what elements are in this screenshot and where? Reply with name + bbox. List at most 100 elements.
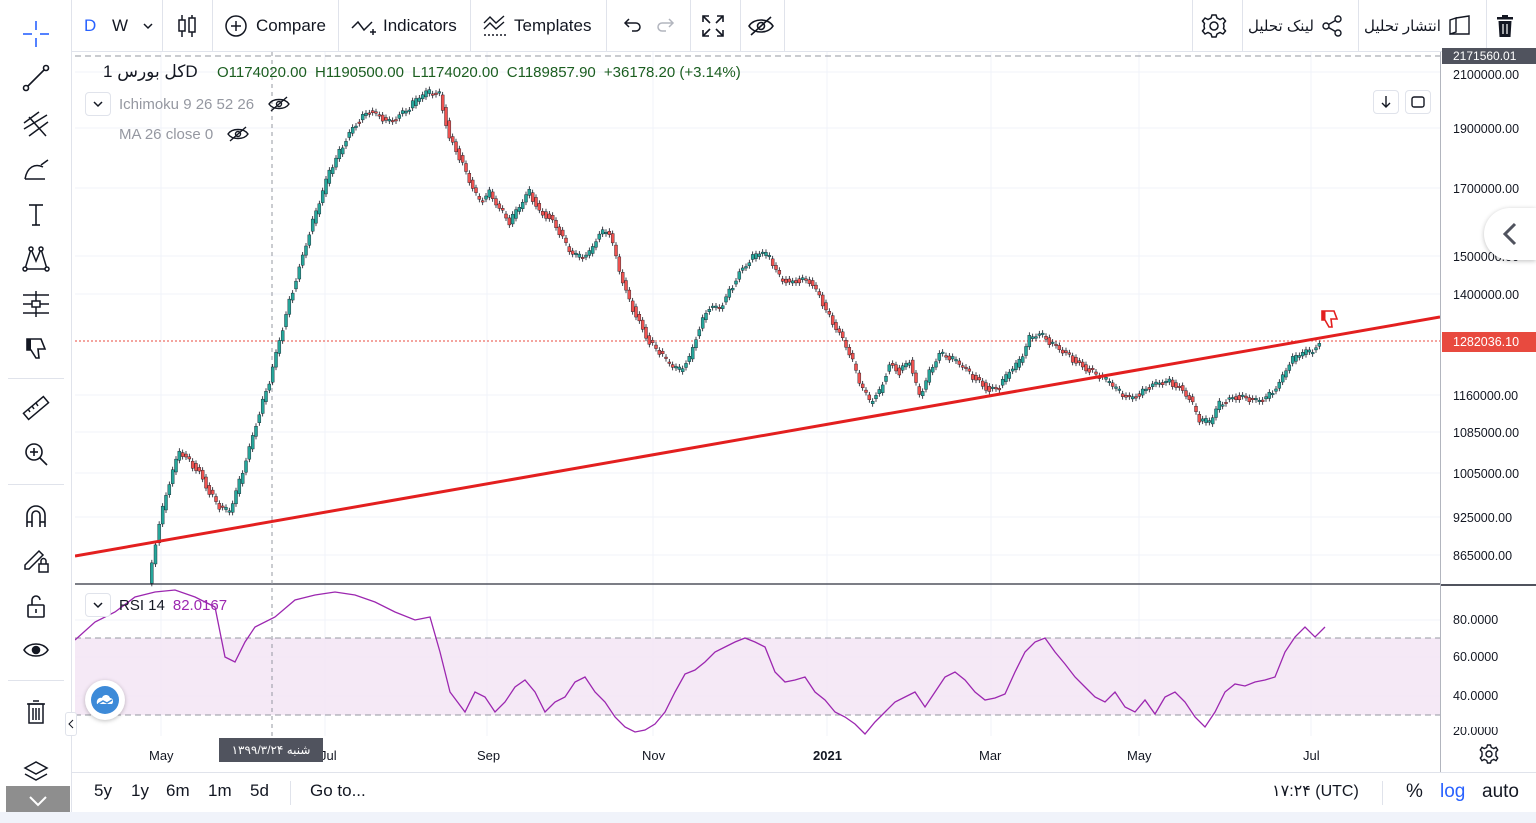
candle-body — [1057, 345, 1062, 350]
candle-body — [437, 91, 442, 94]
price-label: 1400000.00 — [1453, 288, 1520, 302]
collapse-toolbar-button[interactable] — [6, 786, 70, 816]
ruler-icon[interactable] — [14, 388, 58, 428]
time-axis[interactable]: May Jul Sep Nov 2021 Mar May Jul شنبه ۱۳… — [75, 736, 1440, 772]
candle-body — [260, 398, 265, 414]
measure-icon[interactable] — [14, 284, 58, 324]
candle-body — [1190, 396, 1195, 403]
text-icon[interactable] — [14, 194, 58, 234]
delete-button[interactable] — [1492, 6, 1518, 46]
range-6m-button[interactable]: 6m — [166, 781, 190, 800]
unlock-icon[interactable] — [14, 586, 58, 626]
trash-icon[interactable] — [14, 692, 58, 732]
templates-button[interactable]: Templates — [482, 6, 591, 46]
price-label: 2100000.00 — [1453, 68, 1520, 82]
thumb-down-icon[interactable] — [14, 328, 58, 368]
interval-dropdown[interactable] — [142, 6, 154, 46]
candle-body — [194, 463, 198, 471]
candle-body — [1017, 358, 1022, 368]
interval-w-button[interactable]: W — [112, 16, 129, 35]
candle-body — [1290, 356, 1295, 364]
range-1m-button[interactable]: 1m — [208, 781, 232, 800]
candle-body — [1154, 381, 1158, 385]
legend-low: L1174020.00 — [412, 64, 499, 81]
settings-button[interactable] — [1200, 6, 1228, 46]
collapse-legend-button[interactable] — [85, 92, 111, 116]
candle-body — [664, 356, 668, 359]
candle-body — [1170, 379, 1175, 387]
interval-d-button[interactable]: D — [84, 16, 97, 35]
candle-body — [944, 355, 948, 358]
candle-body — [967, 368, 972, 372]
indicators-button[interactable]: Indicators — [350, 6, 457, 46]
scroll-down-button[interactable] — [1373, 90, 1399, 114]
candle-body — [594, 241, 598, 248]
redo-button[interactable] — [656, 6, 678, 46]
eye-crossed-icon[interactable] — [266, 94, 292, 114]
maximize-pane-button[interactable] — [1405, 90, 1431, 114]
candle-body — [684, 363, 688, 368]
candle-body — [554, 220, 558, 228]
candle-body — [314, 210, 318, 224]
candle-body — [500, 208, 505, 211]
candle-body — [1307, 349, 1312, 353]
lock-pencil-icon[interactable] — [14, 540, 58, 580]
auto-toggle[interactable]: auto — [1482, 781, 1519, 802]
eye-crossed-icon[interactable] — [225, 124, 251, 144]
ma-legend[interactable]: MA 26 close 0 — [119, 124, 251, 144]
candle-body — [780, 278, 785, 282]
candle-body — [544, 211, 548, 219]
compare-button[interactable]: Compare — [224, 6, 326, 46]
fullscreen-button[interactable] — [700, 6, 726, 46]
open-panel-button[interactable] — [1484, 208, 1536, 260]
candle-body — [1274, 388, 1278, 392]
cloud-logo-icon — [91, 686, 119, 714]
collapse-left-button[interactable] — [65, 712, 77, 736]
candle-body — [947, 355, 952, 361]
pattern-icon[interactable] — [14, 238, 58, 278]
candle-body — [1027, 335, 1032, 348]
undo-button[interactable] — [620, 6, 642, 46]
percent-toggle[interactable]: % — [1406, 781, 1423, 802]
candle-body — [910, 359, 915, 374]
range-1y-button[interactable]: 1y — [131, 781, 149, 800]
ichimoku-legend[interactable]: Ichimoku 9 26 52 26 — [85, 92, 292, 116]
rsi-axis-label: 80.0000 — [1453, 613, 1499, 627]
collapse-rsi-button[interactable] — [85, 593, 111, 617]
candle-body — [897, 367, 902, 376]
candle-body — [1257, 400, 1262, 402]
link-analysis-button[interactable]: لینک تحلیل — [1248, 6, 1344, 46]
candle-body — [874, 395, 878, 400]
range-5y-button[interactable]: 5y — [94, 781, 112, 800]
chart-type-button[interactable] — [176, 6, 198, 46]
hide-drawings-button[interactable] — [746, 6, 776, 46]
range-5d-button[interactable]: 5d — [250, 781, 269, 800]
candle-body — [700, 317, 705, 329]
pitchfork-icon[interactable] — [14, 104, 58, 144]
crosshair-icon[interactable] — [14, 14, 58, 54]
rsi-legend[interactable]: RSI 14 82.0167 — [85, 593, 227, 617]
candle-body — [214, 496, 218, 502]
trendline-icon[interactable] — [14, 58, 58, 98]
price-axis[interactable]: 2171560.01 2100000.00 1900000.00 1700000… — [1440, 48, 1536, 736]
zoom-in-icon[interactable] — [14, 434, 58, 474]
publish-analysis-button[interactable]: انتشار تحلیل — [1364, 6, 1473, 46]
log-toggle[interactable]: log — [1440, 781, 1466, 802]
candle-body — [330, 167, 335, 174]
candle-body — [164, 495, 168, 511]
goto-button[interactable]: Go to... — [310, 781, 366, 800]
brush-icon[interactable] — [14, 150, 58, 190]
eye-icon[interactable] — [14, 630, 58, 670]
candle-body — [184, 453, 188, 458]
candle-body — [1020, 356, 1025, 363]
candle-body — [1004, 374, 1008, 382]
axis-settings-button[interactable] — [1440, 736, 1536, 772]
chart-pane[interactable]: کل بورس 1D O1174020.00 H1190500.00 L1174… — [65, 52, 1441, 736]
magnet-icon[interactable] — [14, 496, 58, 536]
candle-body — [717, 306, 722, 309]
timezone-button[interactable]: ۱۷:۲۴ (UTC) — [1272, 783, 1359, 800]
candles-series — [150, 86, 1322, 587]
layers-icon[interactable] — [14, 750, 58, 790]
chart-canvas[interactable] — [74, 52, 1441, 736]
tradingview-logo[interactable] — [85, 680, 125, 720]
